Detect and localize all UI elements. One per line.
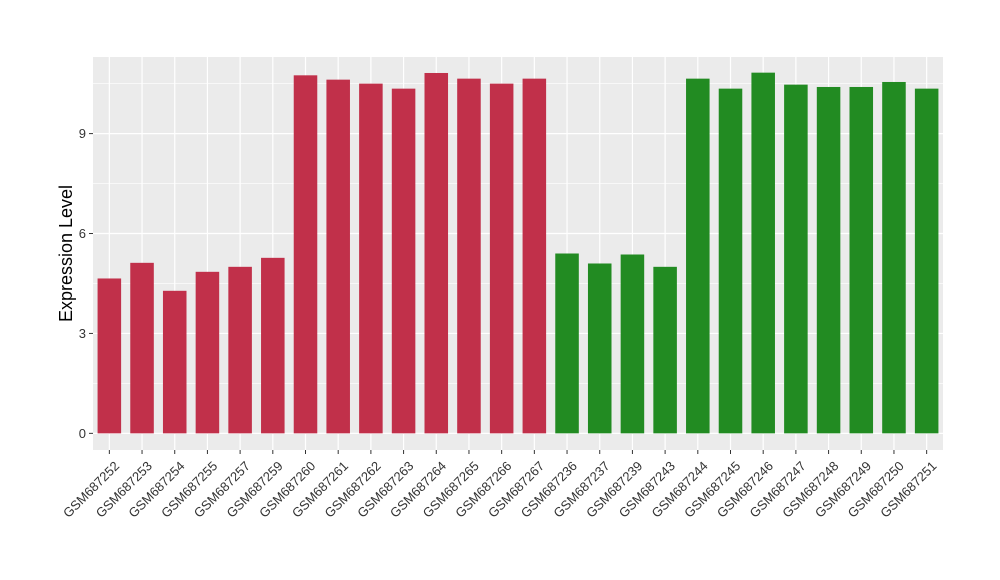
bar-GSM687239 <box>620 254 645 434</box>
y-tick-label: 3 <box>79 326 86 341</box>
bar-GSM687244 <box>686 78 710 434</box>
y-tick-label: 0 <box>79 426 86 441</box>
bar-GSM687264 <box>424 72 449 434</box>
bar-GSM687246 <box>751 72 775 434</box>
bar-GSM687262 <box>359 83 383 434</box>
bar-GSM687250 <box>882 81 906 434</box>
bar-GSM687254 <box>162 290 187 434</box>
bar-GSM687252 <box>97 278 122 434</box>
bar-GSM687261 <box>326 79 350 434</box>
plot-panel <box>93 57 943 450</box>
y-axis: 0 3 6 9 <box>79 126 93 441</box>
bar-GSM687260 <box>293 75 318 434</box>
bar-GSM687251 <box>914 88 939 434</box>
bar-GSM687259 <box>261 257 285 434</box>
bar-GSM687249 <box>849 86 874 434</box>
bar-GSM687265 <box>457 78 481 434</box>
bar-GSM687237 <box>587 263 612 434</box>
bar-GSM687255 <box>195 271 220 434</box>
bar-GSM687253 <box>130 262 154 434</box>
x-axis: GSM687252GSM687253GSM687254GSM687255GSM6… <box>60 450 940 521</box>
bars <box>97 72 939 434</box>
bar-GSM687266 <box>489 83 514 434</box>
bar-GSM687247 <box>784 84 808 434</box>
y-axis-title: Expression Level <box>56 185 76 322</box>
bar-GSM687243 <box>653 266 677 434</box>
y-tick-label: 6 <box>79 226 86 241</box>
bar-GSM687257 <box>228 266 252 434</box>
bar-GSM687245 <box>718 88 743 434</box>
bar-GSM687248 <box>816 86 841 434</box>
bar-GSM687267 <box>522 78 547 434</box>
bar-GSM687236 <box>555 253 579 434</box>
y-tick-label: 9 <box>79 126 86 141</box>
bar-GSM687263 <box>391 88 416 434</box>
